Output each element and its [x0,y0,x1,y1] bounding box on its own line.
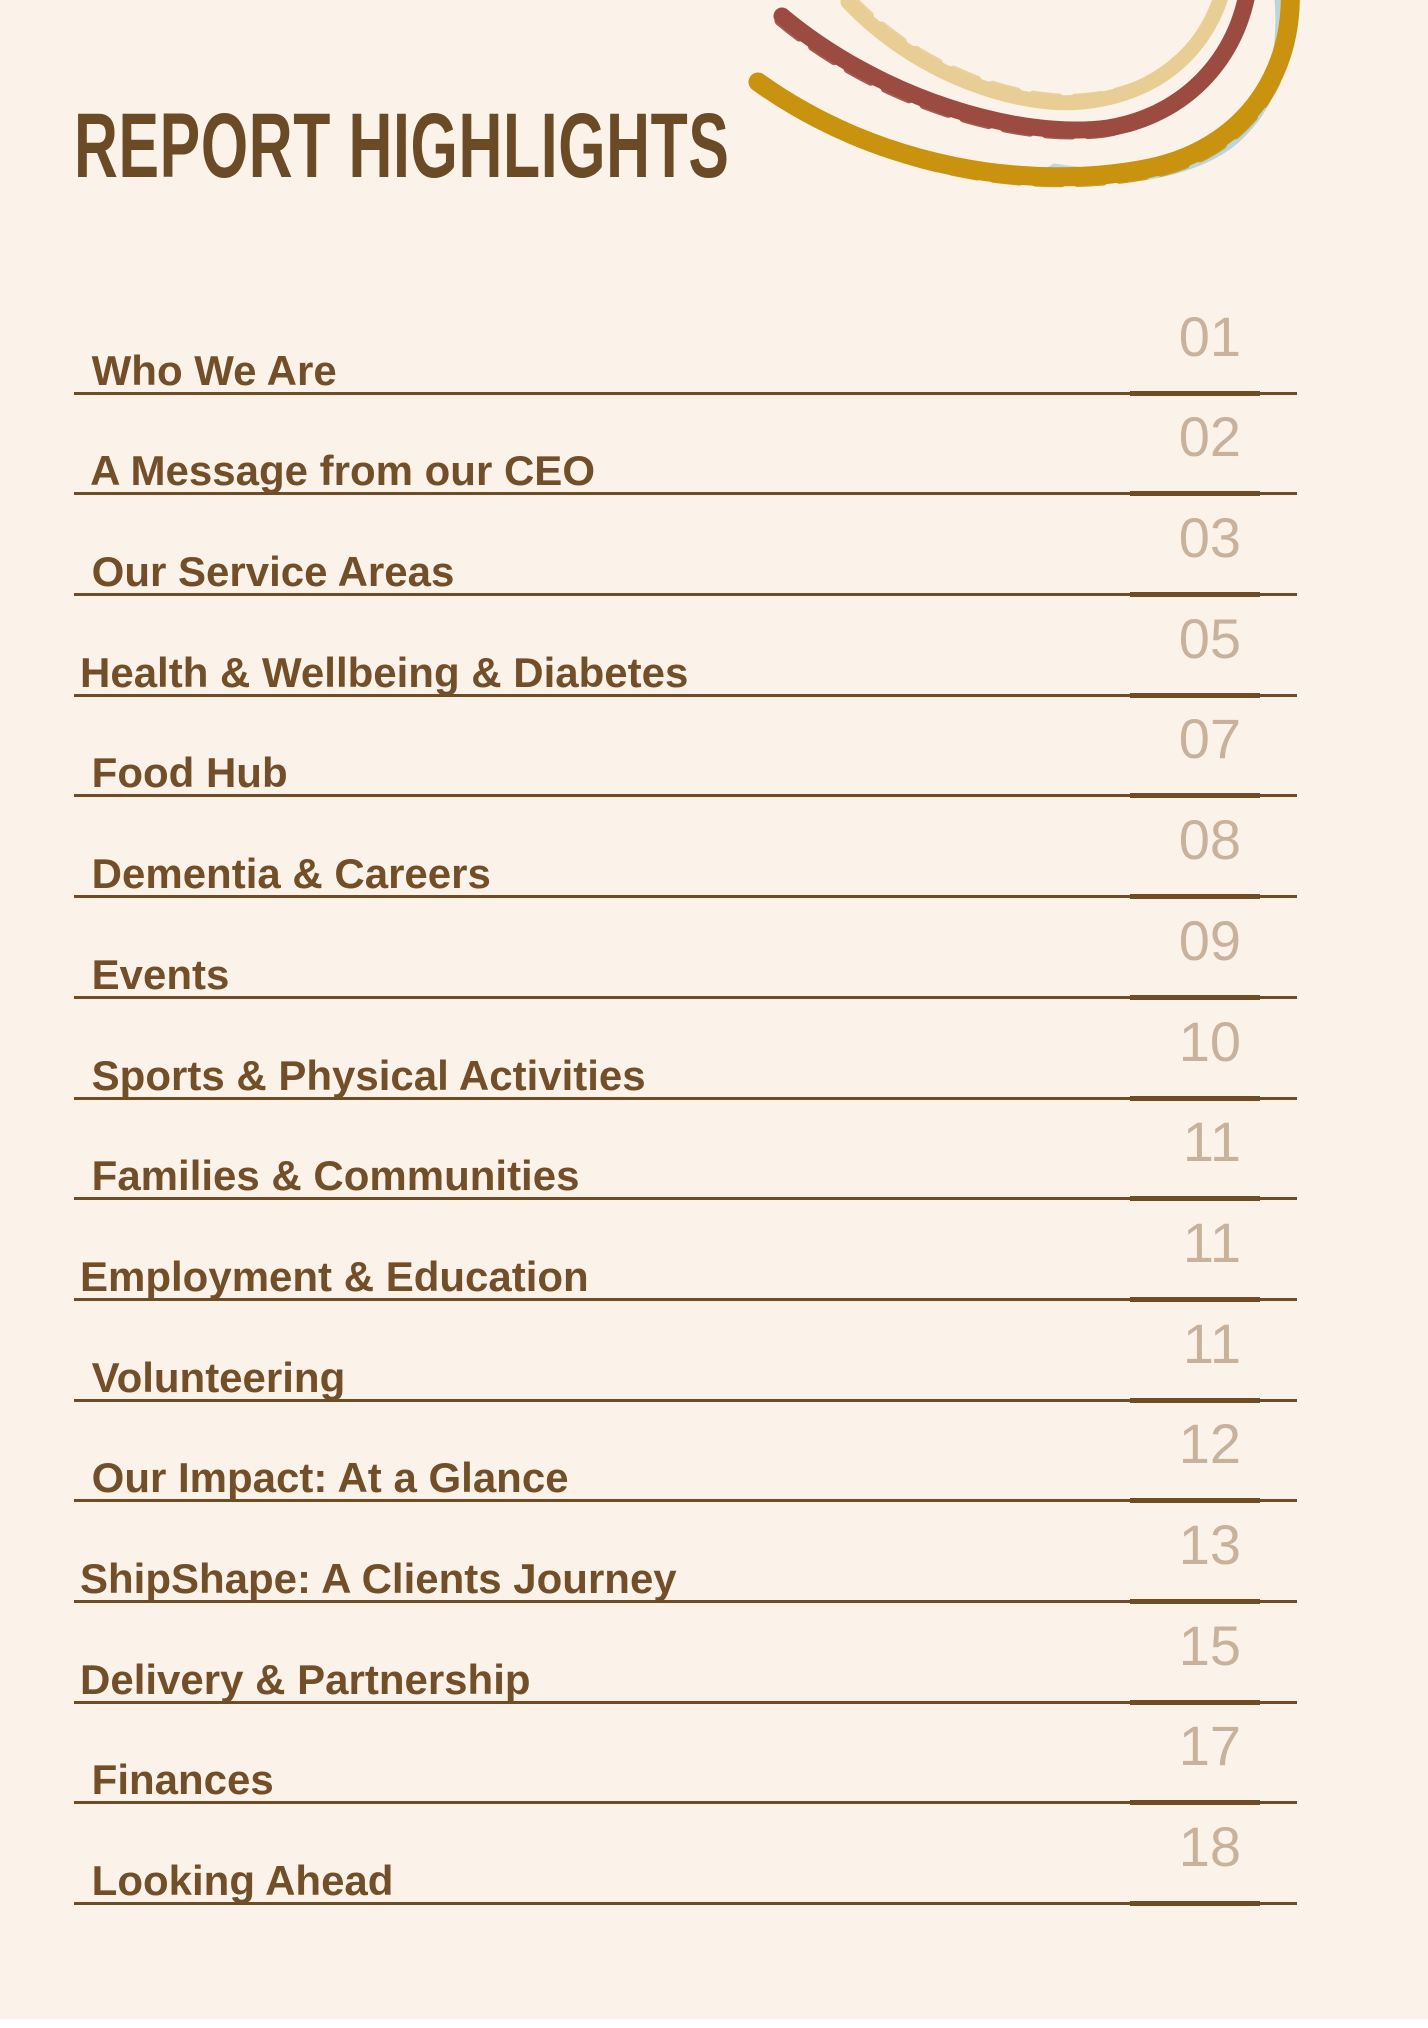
toc-row[interactable]: 17 Finances [74,1704,1297,1806]
toc-number-underline [1130,994,1260,1000]
toc-number-underline [1130,1901,1260,1906]
crayon-arcs-decoration [748,0,1300,188]
toc-row[interactable]: 11 Families & Communities [74,1100,1297,1202]
toc-row[interactable]: 03 Our Service Areas [74,495,1297,598]
toc-number-underline [1130,1598,1260,1604]
toc-entry-label: Food Hub [80,749,288,797]
toc-page-number: 12 [1178,1412,1241,1476]
toc-entry-label: Families & Communities [80,1152,580,1200]
toc-number-underline [1130,491,1260,497]
toc-entry-label: ShipShape: A Clients Journey [80,1554,677,1602]
toc-row[interactable]: 05 Health & Wellbeing & Diabetes [74,596,1297,698]
toc-entry-label: Delivery & Partnership [80,1655,531,1703]
toc-page-number: 07 [1178,707,1241,771]
toc-page-number: 09 [1178,908,1241,972]
toc-entry-label: Volunteering [80,1353,346,1401]
toc-row[interactable]: 11 Volunteering [74,1301,1297,1403]
toc-entry-label: Who We Are [80,346,337,394]
toc-number-underline [1130,1397,1260,1403]
toc-entry-label: Dementia & Careers [80,850,491,898]
toc-number-underline [1130,692,1260,698]
toc-number-underline [1130,793,1260,799]
toc-row[interactable]: 08 Dementia & Careers [74,797,1297,900]
toc-number-underline [1130,1196,1260,1202]
toc-row[interactable]: 10 Sports & Physical Activities [74,999,1297,1101]
toc-entry-label: Our Impact: At a Glance [80,1454,569,1502]
toc-number-underline [1130,592,1260,598]
toc-page-number: 10 [1178,1009,1241,1073]
toc-list: 01 Who We Are 02 A Message from our CEO … [74,294,1297,1906]
toc-page-number: 18 [1178,1815,1241,1878]
toc-row[interactable]: 07 Food Hub [74,697,1297,799]
toc-number-underline [1130,1296,1260,1302]
toc-entry-label: Events [80,950,230,998]
toc-number-underline [1130,1800,1260,1806]
toc-page-number: 02 [1178,405,1241,469]
toc-page-number: 11 [1182,1210,1241,1274]
toc-page-number: 11 [1182,1110,1241,1174]
toc-number-underline [1130,390,1260,396]
toc-row[interactable]: 18 Looking Ahead [74,1804,1297,1906]
toc-page-number: 01 [1178,304,1241,368]
toc-page-number: 13 [1178,1512,1241,1576]
toc-entry-label: Our Service Areas [80,548,455,596]
toc-entry-label: Sports & Physical Activities [80,1051,646,1099]
page-bottom-edge [0,2019,1428,2028]
toc-number-underline [1130,1095,1260,1101]
toc-row[interactable]: 02 A Message from our CEO [74,395,1297,497]
toc-number-underline [1130,894,1260,900]
toc-row[interactable]: 01 Who We Are [74,294,1297,396]
page-title: REPORT HIGHLIGHTS [74,95,730,197]
toc-page-number: 08 [1178,808,1241,872]
toc-page-number: 05 [1178,606,1241,670]
toc-page-number: 11 [1182,1311,1241,1375]
toc-number-underline [1130,1498,1260,1504]
toc-number-underline [1130,1699,1260,1705]
toc-page-number: 03 [1178,506,1241,570]
toc-row[interactable]: 12 Our Impact: At a Glance [74,1402,1297,1504]
toc-entry-label: Looking Ahead [80,1857,394,1904]
toc-entry-label: Employment & Education [80,1252,589,1300]
toc-entry-label: Health & Wellbeing & Diabetes [80,648,689,696]
toc-row[interactable]: 15 Delivery & Partnership [74,1603,1297,1705]
toc-row[interactable]: 09 Events [74,898,1297,1000]
toc-row[interactable]: 11 Employment & Education [74,1200,1297,1302]
toc-entry-label: A Message from our CEO [80,447,595,495]
toc-row[interactable]: 13 ShipShape: A Clients Journey [74,1502,1297,1604]
toc-page-number: 17 [1178,1714,1241,1778]
toc-page-number: 15 [1178,1613,1241,1677]
toc-entry-label: Finances [80,1756,274,1804]
